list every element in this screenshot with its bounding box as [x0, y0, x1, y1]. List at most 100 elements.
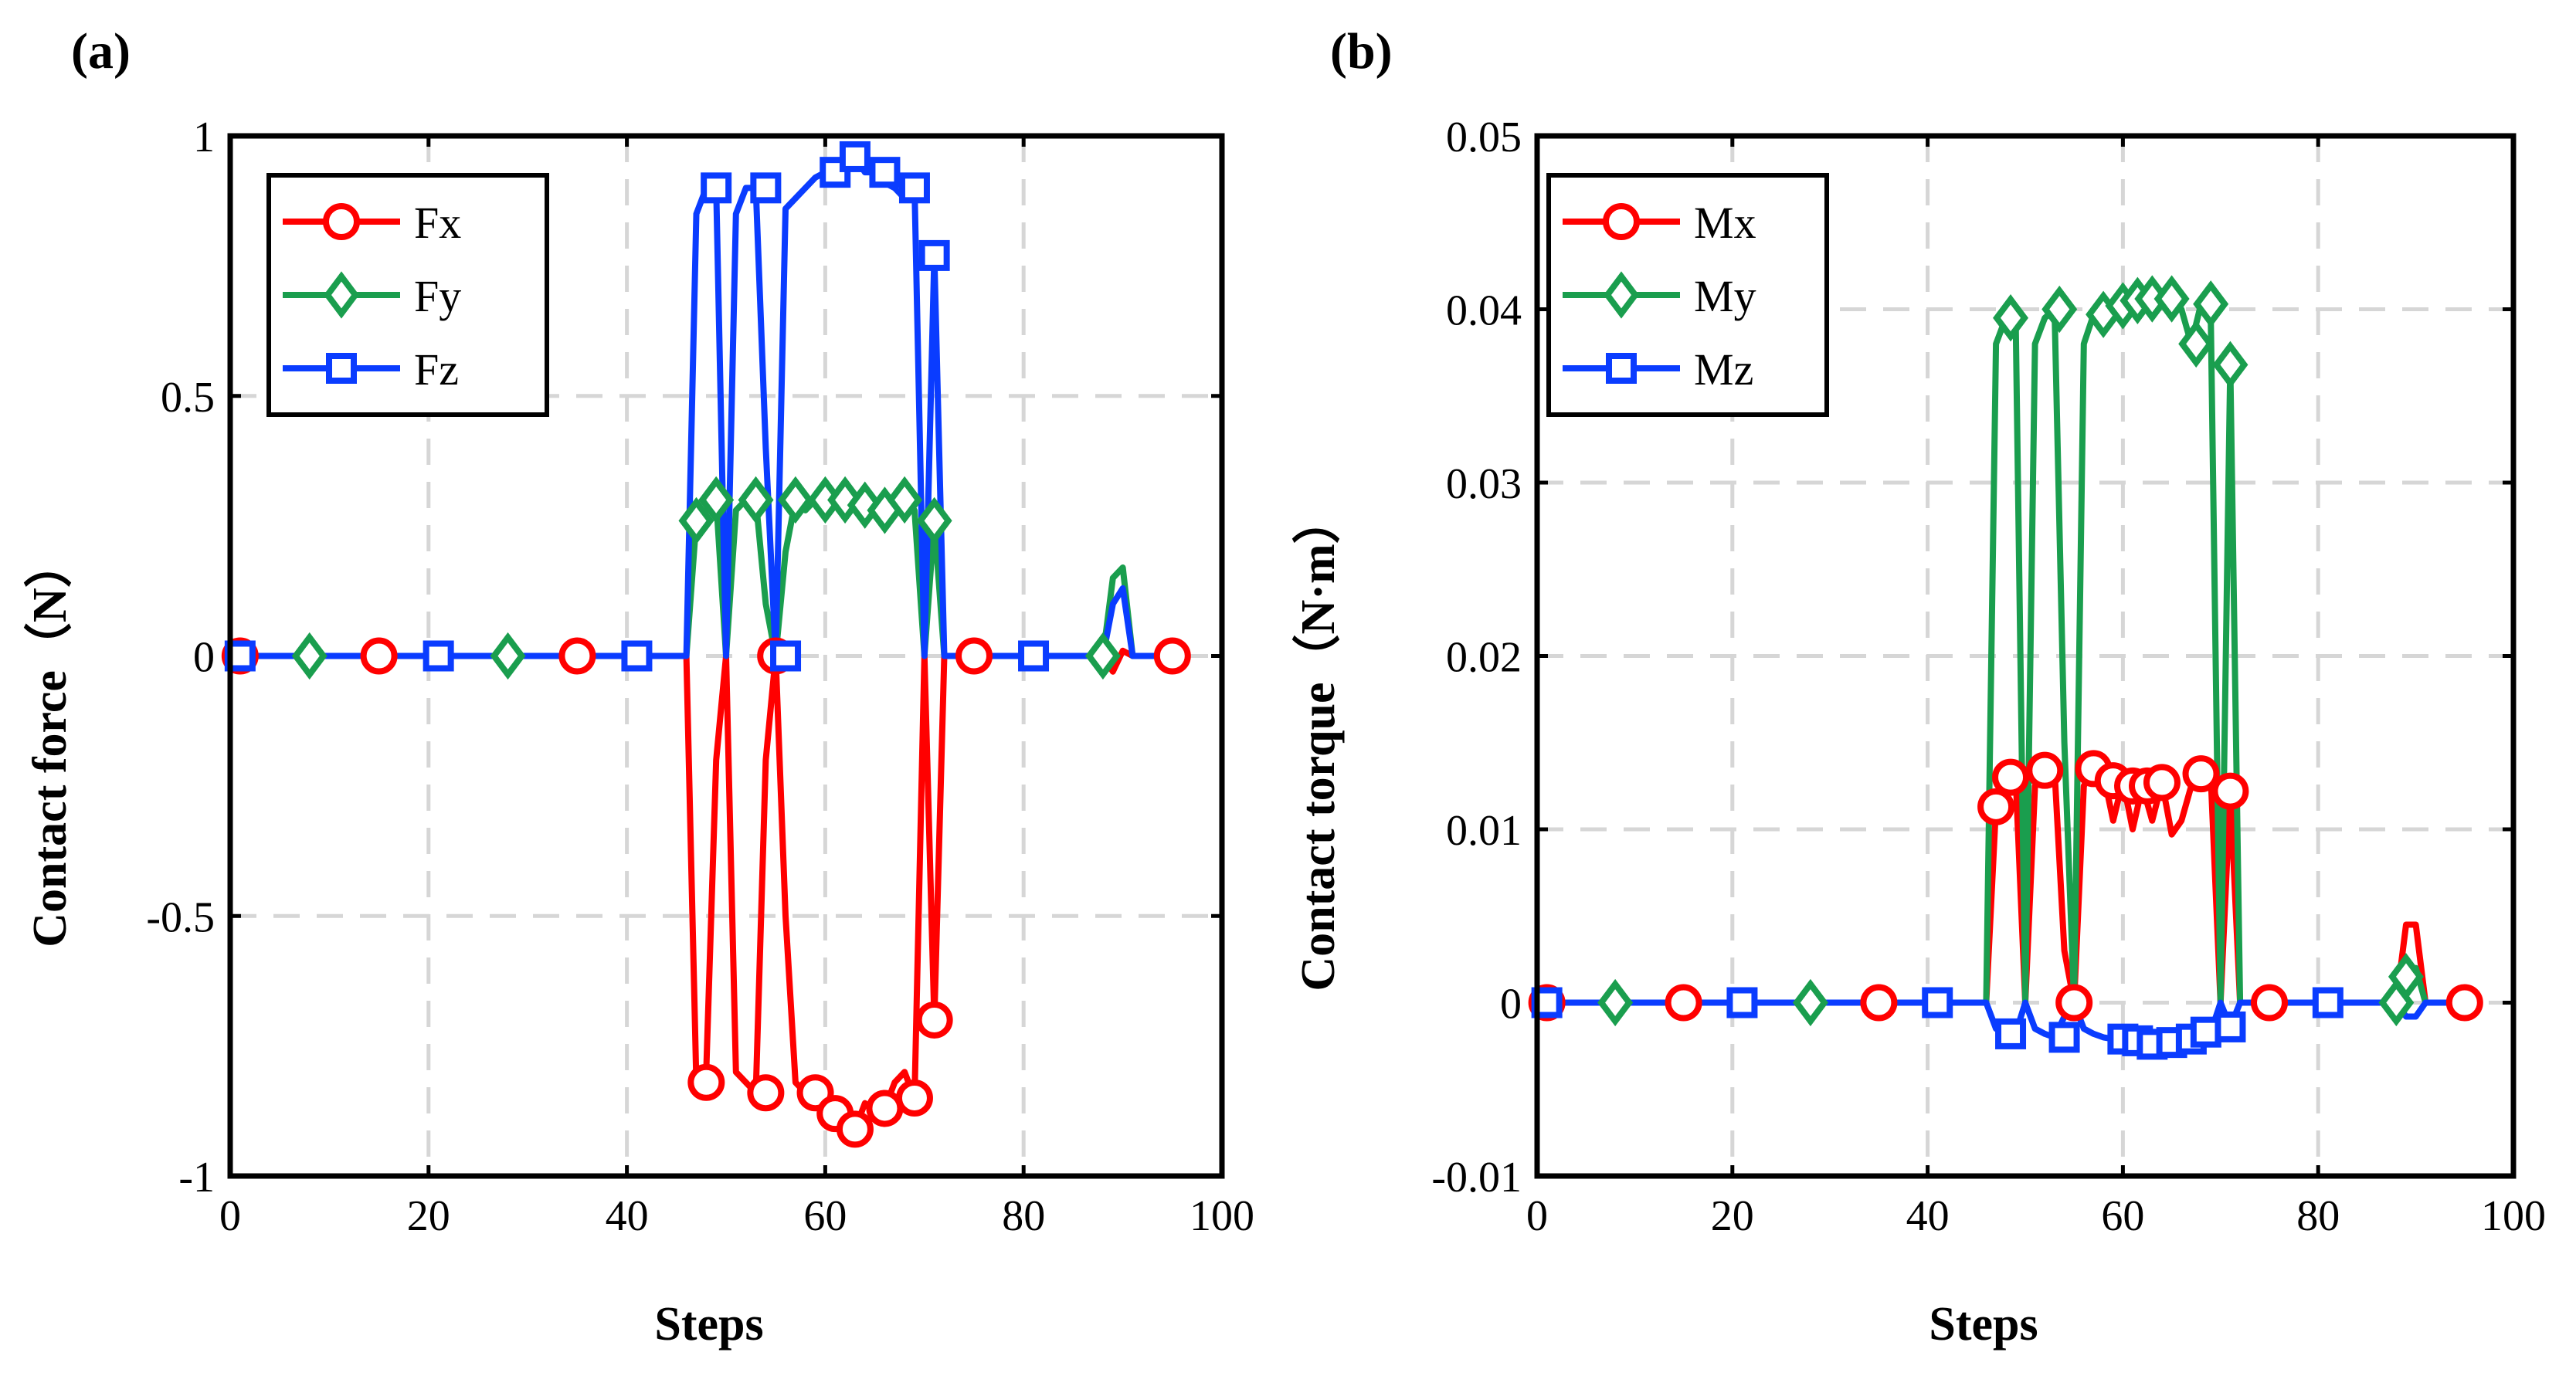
y-tick-label-b: 0.02: [1446, 634, 1522, 682]
y-tick-label-b: -0.01: [1431, 1154, 1522, 1201]
data-point-mx: [2182, 755, 2220, 793]
y-tick-label-b: 0.01: [1446, 807, 1522, 855]
data-point-mz: [1726, 987, 1758, 1018]
data-point-fz: [621, 640, 653, 672]
data-point-mz: [2048, 1022, 2080, 1053]
y-tick-label-b: 0.04: [1446, 287, 1522, 335]
y-tick-label-b: 0.03: [1446, 460, 1522, 508]
data-point-fx: [895, 1079, 933, 1117]
y-tick-label-b: 0.05: [1446, 114, 1522, 161]
data-point-my: [2193, 280, 2229, 328]
legend-label-fy: Fy: [414, 271, 461, 321]
data-point-mz: [2312, 987, 2344, 1018]
data-point-mz: [1922, 987, 1953, 1018]
data-point-mx: [2251, 984, 2288, 1022]
x-axis-label-b: Steps: [1929, 1298, 2038, 1351]
data-point-fy: [887, 476, 923, 524]
legend-label-mz: Mz: [1694, 344, 1753, 395]
data-point-my: [2178, 320, 2215, 368]
legend-label-fx: Fx: [414, 198, 461, 248]
data-point-mx: [1860, 984, 1898, 1022]
data-point-fx: [360, 637, 398, 675]
legend-marker-fx: [323, 203, 360, 240]
data-point-fz: [869, 157, 901, 188]
panel-label-b: (b): [1330, 23, 1393, 80]
legend-marker-fz: [326, 353, 357, 384]
x-tick-label-b: 80: [2296, 1192, 2340, 1240]
y-tick-label-a: -0.5: [146, 893, 215, 941]
y-axis-label-b: Contact torque（N·m）: [1291, 496, 1345, 991]
y-tick-label-a: -1: [178, 1154, 215, 1201]
legend-marker-my: [1604, 271, 1639, 319]
data-point-mx: [2055, 984, 2093, 1022]
axes-frame-a: [227, 133, 1225, 1179]
axes-frame-b: [1534, 133, 2517, 1179]
data-point-my: [2388, 953, 2424, 1001]
data-point-mz: [2190, 1016, 2221, 1048]
data-point-my: [2212, 341, 2248, 389]
x-tick-label-b: 40: [1906, 1192, 1950, 1240]
data-point-fx: [866, 1090, 904, 1127]
legend-label-my: My: [1694, 271, 1756, 321]
y-tick-label-a: 0.5: [161, 374, 215, 422]
data-point-fz: [918, 239, 950, 271]
data-point-my: [1792, 978, 1828, 1027]
y-tick-label-b: 0: [1500, 981, 1522, 1029]
data-point-mx: [1992, 758, 2030, 796]
legend-marker-mx: [1603, 203, 1640, 240]
x-tick-label-a: 60: [803, 1192, 847, 1240]
data-point-mx: [2211, 772, 2249, 810]
data-point-fz: [750, 172, 782, 204]
x-tick-label-a: 0: [219, 1192, 241, 1240]
data-point-fx: [687, 1063, 725, 1101]
data-point-fx: [558, 637, 596, 675]
data-point-my: [1597, 978, 1634, 1027]
data-point-fy: [1084, 632, 1121, 680]
data-point-fy: [678, 497, 714, 545]
data-point-my: [2041, 285, 2078, 334]
x-tick-label-b: 20: [1711, 1192, 1754, 1240]
x-tick-label-b: 60: [2101, 1192, 2144, 1240]
panel-b: (b) 0 20 40 60 80 100-0.0100.010.020.030.040.…: [1291, 23, 2546, 1351]
data-point-fx: [955, 637, 993, 675]
plot-area-b: 0 20 40 60 80 100-0.0100.010.020.030.040.05Mx…: [1431, 114, 2546, 1240]
y-axis-label-a: Contact force（N）: [22, 540, 76, 947]
x-tick-label-a: 20: [407, 1192, 450, 1240]
data-point-fy: [738, 476, 774, 524]
x-tick-label-b: 0: [1526, 1192, 1548, 1240]
data-point-fz: [701, 172, 732, 204]
data-point-fx: [915, 1001, 953, 1039]
data-point-mx: [1665, 984, 1702, 1022]
data-point-mx: [2445, 984, 2483, 1022]
data-point-my: [2153, 275, 2190, 323]
legend-marker-fy: [324, 271, 359, 319]
legend-marker-mz: [1606, 353, 1637, 384]
y-tick-label-a: 0: [193, 634, 215, 682]
data-point-fy: [291, 632, 328, 680]
data-point-fx: [747, 1074, 785, 1112]
x-axis-label-a: Steps: [654, 1298, 763, 1351]
data-point-fy: [916, 497, 952, 545]
data-point-fy: [777, 476, 813, 524]
legend-label-mx: Mx: [1694, 198, 1756, 248]
data-point-mz: [2215, 1011, 2246, 1042]
data-point-fz: [770, 640, 802, 672]
y-tick-label-a: 1: [193, 114, 215, 161]
data-point-mx: [2143, 764, 2181, 802]
panel-a: (a) 0 20 40 60 80 100 -1 -0.5 0 0.5 1 Fx Fy Fz Contac…: [22, 23, 1254, 1351]
data-point-fy: [490, 632, 526, 680]
data-point-mx: [2026, 751, 2064, 789]
data-point-fx: [836, 1110, 874, 1148]
data-point-mz: [1995, 1018, 2027, 1049]
x-tick-label-a: 40: [606, 1192, 649, 1240]
x-tick-label-b: 100: [2481, 1192, 2546, 1240]
data-point-fz: [898, 172, 930, 204]
data-point-my: [1993, 294, 2029, 342]
data-point-fx: [1153, 637, 1191, 675]
plot-area-a: 0 20 40 60 80 100 -1 -0.5 0 0.5 1 Fx Fy Fz: [146, 114, 1254, 1240]
data-point-fz: [423, 640, 454, 672]
panel-label-a: (a): [71, 23, 131, 80]
data-point-mx: [1977, 788, 2015, 825]
x-tick-label-a: 80: [1002, 1192, 1045, 1240]
